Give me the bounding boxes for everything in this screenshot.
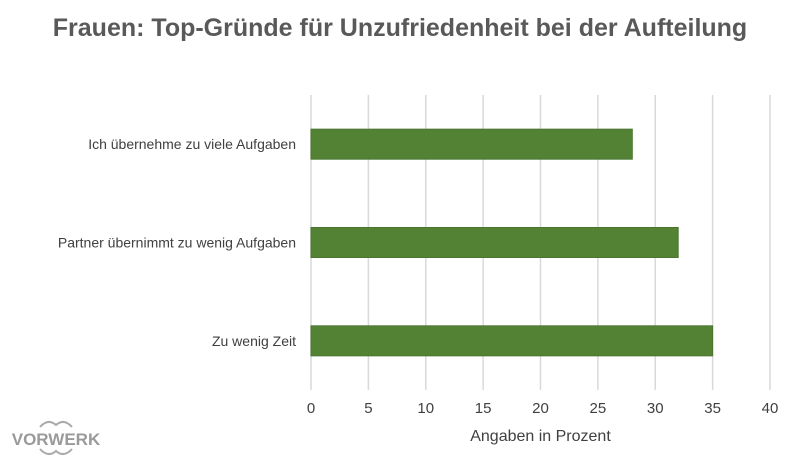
bar [310,325,714,357]
x-tick-label: 30 [647,400,664,417]
x-tick-label: 40 [762,400,779,417]
category-label: Partner übernimmt zu wenig Aufgaben [58,235,296,251]
category-label: Zu wenig Zeit [212,333,296,349]
x-tick-label: 10 [417,400,434,417]
category-label: Ich übernehme zu viele Aufgaben [88,136,296,152]
bar [310,128,633,160]
chart-title: Frauen: Top-Gründe für Unzufriedenheit b… [52,14,748,42]
x-tick-label: 25 [590,400,607,417]
vorwerk-logo: VORWERK [12,421,100,455]
x-tick-label: 15 [475,400,492,417]
svg-text:VORWERK: VORWERK [12,430,100,449]
x-tick-label: 0 [307,400,315,417]
bar [310,227,679,258]
x-tick-label: 5 [364,400,372,417]
x-axis-label: Angaben in Prozent [470,428,611,445]
x-tick-label: 20 [532,400,549,417]
x-tick-label: 35 [704,400,721,417]
